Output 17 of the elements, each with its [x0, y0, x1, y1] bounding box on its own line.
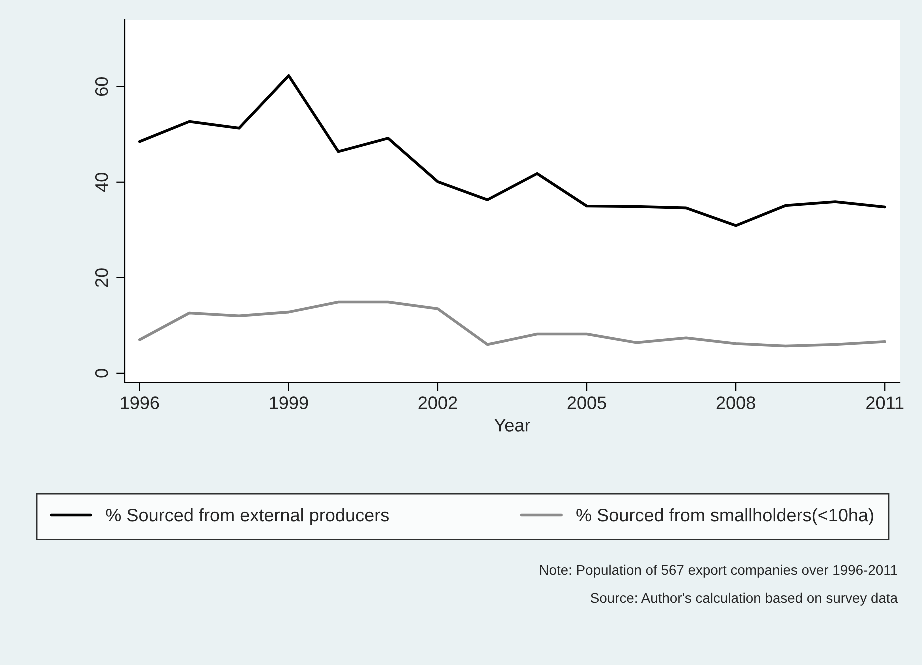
y-tick-label: 0: [95, 369, 108, 378]
source-note: Source: Author's calculation based on survey data: [591, 592, 898, 606]
legend-label: % Sourced from external producers: [106, 508, 389, 526]
text: Note: Population of 567 export companies over 1996-2011: [540, 564, 898, 578]
x-tick-label: 2005: [568, 396, 606, 410]
x-tick-label: 2011: [866, 396, 904, 410]
y-tick-label: 60: [95, 78, 108, 96]
legend-label: % Sourced from smallholders(<10ha): [576, 508, 874, 526]
x-tick-label: 2002: [418, 396, 458, 410]
y-tick-label: 40: [95, 173, 108, 192]
line-series: [138, 300, 886, 348]
x-axis-title: Year: [494, 419, 530, 432]
x-tick-label: 1999: [270, 396, 308, 410]
x-tick-label: 2008: [716, 396, 756, 410]
line-series: [138, 74, 886, 228]
x-tick-label: 1996: [121, 396, 160, 410]
y-tick-label: 20: [95, 268, 108, 288]
